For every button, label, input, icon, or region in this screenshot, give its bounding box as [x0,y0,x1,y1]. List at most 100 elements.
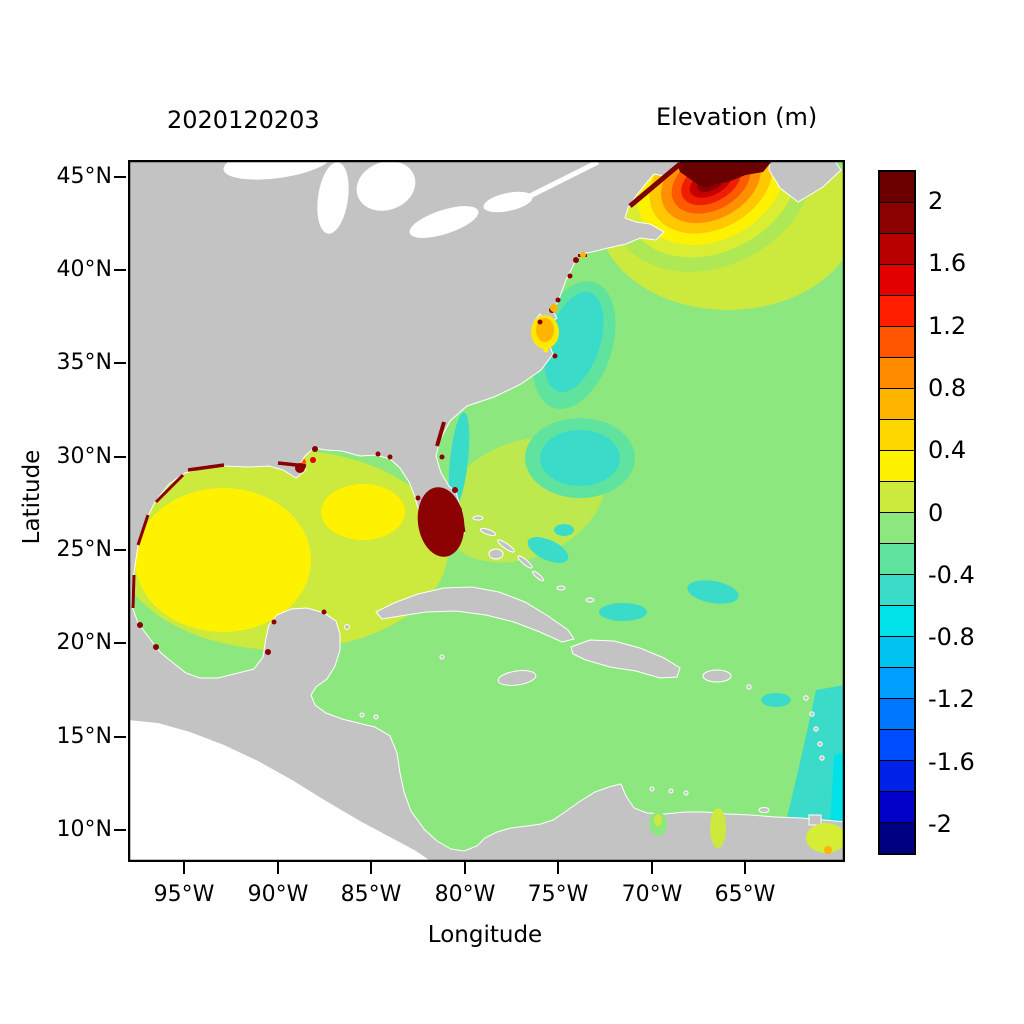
y-tick-label: 40°N [56,257,112,282]
x-tick-label: 75°W [527,882,589,907]
x-tick-mark [557,862,559,874]
colorbar-tick-label: 2 [928,187,944,215]
timestamp-title: 2020120203 [167,106,320,134]
colorbar-tick-label: -2 [928,810,952,838]
bonaire [683,790,689,796]
y-tick-mark [114,362,126,364]
colorbar-segment [880,357,914,388]
x-tick-mark [744,862,746,874]
colorbar-tick-label: 0.4 [928,436,967,464]
map-plot [118,92,858,863]
east-gulf-yellow-patch [321,484,405,540]
x-tick-label: 80°W [434,882,496,907]
y-tick-mark [114,269,126,271]
colorbar-segment [880,512,914,543]
y-tick-mark [114,736,126,738]
turks [556,585,566,591]
colorbar-segment [880,667,914,698]
south-america-details [649,808,846,854]
colorbar-segment [880,233,914,264]
colorbar-tick-label: 1.2 [928,312,967,340]
colorbar-segment [880,481,914,512]
colorbar [878,170,916,855]
colorbar-segment [880,264,914,295]
bahamas [531,570,545,582]
chesapeake-anomaly [531,252,586,353]
colorbar-segment [880,172,914,202]
colorbar-segment [880,605,914,636]
y-tick-mark [114,642,126,644]
bahamas [479,527,497,537]
lesser-antilles [809,711,815,717]
x-tick-label: 90°W [247,882,309,907]
y-tick-label: 20°N [56,630,112,655]
colorbar-segment [880,388,914,419]
x-tick-label: 65°W [714,882,776,907]
colorbar-segment [880,822,914,853]
x-tick-mark [183,862,185,874]
virgin-islands [746,684,752,690]
x-tick-mark [370,862,372,874]
elevation-title: Elevation (m) [656,103,818,131]
bahamas [472,515,484,521]
colorbar-segment [880,574,914,605]
bahamas [488,548,504,560]
colorbar-segment [880,760,914,791]
margarita [758,807,770,813]
y-tick-mark [114,176,126,178]
bahamas [497,539,515,553]
colorbar-tick-label: -1.6 [928,748,975,776]
y-tick-mark [114,829,126,831]
turks [585,597,595,603]
lesser-antilles [813,726,819,732]
colorbar-segment [880,295,914,326]
lesser-antilles [819,755,825,761]
y-tick-mark [114,549,126,551]
bay-islands [373,714,379,720]
x-tick-mark [651,862,653,874]
elevation-map [118,92,858,863]
jamaica [497,670,537,686]
y-tick-label: 30°N [56,444,112,469]
bay-islands [359,712,365,718]
y-axis-title: Latitude [19,449,45,545]
y-tick-label: 15°N [56,724,112,749]
x-tick-label: 70°W [621,882,683,907]
y-tick-label: 45°N [56,164,112,189]
aruba-curacao [668,788,674,794]
y-tick-label: 35°N [56,350,112,375]
coastal-flood-fringes [131,160,773,655]
colorbar-segment [880,202,914,233]
gulf-of-paria-anomaly [710,808,726,848]
maracaibo-anomaly [654,814,662,826]
trinidad [808,814,822,826]
colorbar-tick-label: 0 [928,499,944,527]
lesser-antilles [817,741,823,747]
orinoco-speck [824,846,832,854]
colorbar-tick-label: 1.6 [928,249,967,277]
west-gulf-yellow-core [135,488,311,632]
cozumel [344,624,350,630]
colorbar-segment [880,636,914,667]
x-tick-label: 85°W [340,882,402,907]
colorbar-segment [880,698,914,729]
colorbar-segment [880,729,914,760]
colorbar-tick-label: -0.4 [928,561,975,589]
x-tick-label: 95°W [153,882,215,907]
pacific-no-data-region [128,720,432,862]
plot-border [127,159,846,863]
colorbar-segment [880,450,914,481]
x-axis-title: Longitude [427,922,543,948]
southeast-corner-anomaly [806,823,846,853]
y-tick-label: 25°N [56,537,112,562]
lesser-antilles [803,695,809,701]
aruba-curacao [649,786,655,792]
cuba [375,586,575,643]
hispaniola [570,639,681,679]
colorbar-segment [880,543,914,574]
puerto-rico [702,669,732,683]
south-florida-flood [417,487,465,557]
y-tick-mark [114,456,126,458]
colorbar-tick-label: 0.8 [928,374,967,402]
